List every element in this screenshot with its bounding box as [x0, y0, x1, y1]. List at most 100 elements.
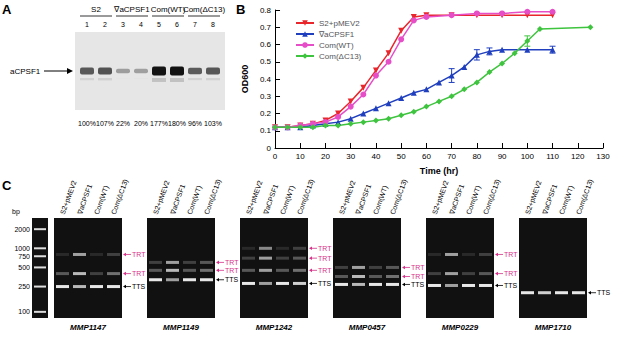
svg-text:250: 250: [18, 283, 30, 290]
svg-text:aCPSF1: aCPSF1: [10, 67, 41, 76]
svg-text:2: 2: [103, 21, 107, 28]
svg-text:2000: 2000: [14, 226, 30, 233]
svg-text:96%: 96%: [188, 120, 202, 127]
svg-text:TRT: TRT: [225, 267, 239, 274]
svg-text:0.2: 0.2: [260, 109, 272, 118]
svg-text:0.4: 0.4: [260, 75, 272, 84]
svg-text:750: 750: [18, 253, 30, 260]
svg-text:0.5: 0.5: [260, 57, 272, 66]
svg-text:Com(WT): Com(WT): [372, 184, 390, 215]
svg-text:Com(ΔC13): Com(ΔC13): [203, 178, 223, 215]
svg-text:S2+pMEV2: S2+pMEV2: [319, 19, 360, 28]
svg-text:bp: bp: [12, 208, 20, 216]
svg-text:Com(ΔC13): Com(ΔC13): [482, 178, 502, 215]
svg-text:S2+pMEV2: S2+pMEV2: [59, 179, 79, 215]
svg-text:TTS: TTS: [132, 283, 146, 290]
svg-text:70: 70: [447, 152, 456, 161]
svg-text:∇aCPSF1: ∇aCPSF1: [541, 183, 559, 216]
svg-text:TRT: TRT: [504, 270, 518, 277]
svg-text:∇aCPSF1: ∇aCPSF1: [169, 183, 187, 216]
svg-text:100: 100: [521, 152, 535, 161]
svg-text:40: 40: [371, 152, 380, 161]
svg-text:∇aCPSF1: ∇aCPSF1: [262, 183, 280, 216]
svg-text:20%: 20%: [134, 120, 148, 127]
svg-text:50: 50: [397, 152, 406, 161]
svg-text:Com(WT): Com(WT): [319, 41, 354, 50]
svg-text:A: A: [2, 2, 12, 17]
svg-text:0.6: 0.6: [260, 40, 272, 49]
svg-text:TRT: TRT: [318, 255, 332, 262]
svg-text:20: 20: [321, 152, 330, 161]
svg-text:1: 1: [85, 21, 89, 28]
svg-text:TRT: TRT: [318, 245, 332, 252]
svg-text:OD600: OD600: [240, 65, 250, 94]
svg-text:180%: 180%: [168, 120, 186, 127]
svg-text:Com(ΔC13): Com(ΔC13): [575, 178, 595, 215]
svg-text:1000: 1000: [14, 245, 30, 252]
svg-text:TRT: TRT: [318, 267, 332, 274]
svg-text:MMP1149: MMP1149: [163, 323, 199, 332]
svg-text:TTS: TTS: [597, 289, 611, 296]
svg-text:Com(ΔC13): Com(ΔC13): [110, 178, 130, 215]
svg-text:500: 500: [18, 264, 30, 271]
svg-text:0: 0: [267, 144, 272, 153]
svg-text:MMP1242: MMP1242: [256, 323, 293, 332]
svg-text:4: 4: [139, 21, 143, 28]
svg-text:Com(WT): Com(WT): [93, 184, 111, 215]
svg-text:Com(ΔC13): Com(ΔC13): [389, 178, 409, 215]
svg-text:MMP0229: MMP0229: [442, 323, 479, 332]
svg-text:∇aCPSF1: ∇aCPSF1: [448, 183, 466, 216]
svg-text:Com(ΔC13): Com(ΔC13): [183, 5, 226, 14]
svg-text:80: 80: [472, 152, 481, 161]
svg-text:Com(ΔC13): Com(ΔC13): [296, 178, 316, 215]
svg-text:6: 6: [175, 21, 179, 28]
svg-text:TRT: TRT: [132, 251, 146, 258]
svg-text:22%: 22%: [116, 120, 130, 127]
svg-text:TRT: TRT: [504, 251, 518, 258]
svg-text:MMP1710: MMP1710: [535, 323, 572, 332]
svg-text:Com(ΔC13): Com(ΔC13): [319, 52, 362, 61]
svg-text:∇aCPSF1: ∇aCPSF1: [355, 183, 373, 216]
svg-text:0.3: 0.3: [260, 92, 272, 101]
svg-text:S2+pMEV2: S2+pMEV2: [338, 179, 358, 215]
svg-text:TTS: TTS: [504, 282, 518, 289]
svg-text:110: 110: [546, 152, 559, 161]
svg-text:B: B: [236, 2, 245, 17]
svg-text:3: 3: [121, 21, 125, 28]
svg-text:0.1: 0.1: [260, 126, 272, 135]
svg-text:TTS: TTS: [225, 276, 239, 283]
svg-text:100%: 100%: [78, 120, 96, 127]
svg-text:Com(WT): Com(WT): [279, 184, 297, 215]
svg-text:S2+pMEV2: S2+pMEV2: [524, 179, 544, 215]
svg-text:TRT: TRT: [411, 264, 425, 271]
svg-text:177%: 177%: [150, 120, 168, 127]
svg-text:90: 90: [498, 152, 507, 161]
svg-text:Com(WT): Com(WT): [186, 184, 204, 215]
svg-text:0.8: 0.8: [260, 6, 272, 15]
svg-text:107%: 107%: [96, 120, 114, 127]
svg-text:TRT: TRT: [225, 259, 239, 266]
svg-text:S2+pMEV2: S2+pMEV2: [152, 179, 172, 215]
svg-text:60: 60: [422, 152, 431, 161]
svg-text:TTS: TTS: [411, 281, 425, 288]
svg-text:30: 30: [346, 152, 355, 161]
svg-text:MMP0457: MMP0457: [349, 323, 386, 332]
svg-text:7: 7: [193, 21, 197, 28]
svg-text:S2+pMEV2: S2+pMEV2: [245, 179, 265, 215]
svg-text:Com(WT): Com(WT): [151, 5, 186, 14]
svg-text:S2+pMEV2: S2+pMEV2: [431, 179, 451, 215]
svg-text:TRT: TRT: [411, 273, 425, 280]
svg-text:8: 8: [211, 21, 215, 28]
svg-text:Com(WT): Com(WT): [465, 184, 483, 215]
svg-text:10: 10: [296, 152, 305, 161]
svg-text:S2: S2: [91, 5, 101, 14]
svg-text:MMP1147: MMP1147: [70, 323, 106, 332]
svg-text:120: 120: [571, 152, 585, 161]
svg-text:0.7: 0.7: [260, 23, 272, 32]
svg-text:Com(WT): Com(WT): [558, 184, 576, 215]
svg-text:∇aCPSF1: ∇aCPSF1: [76, 183, 94, 216]
svg-text:TTS: TTS: [318, 280, 332, 287]
svg-text:130: 130: [596, 152, 610, 161]
svg-text:100: 100: [18, 308, 30, 315]
svg-text:Time (hr): Time (hr): [420, 166, 458, 176]
